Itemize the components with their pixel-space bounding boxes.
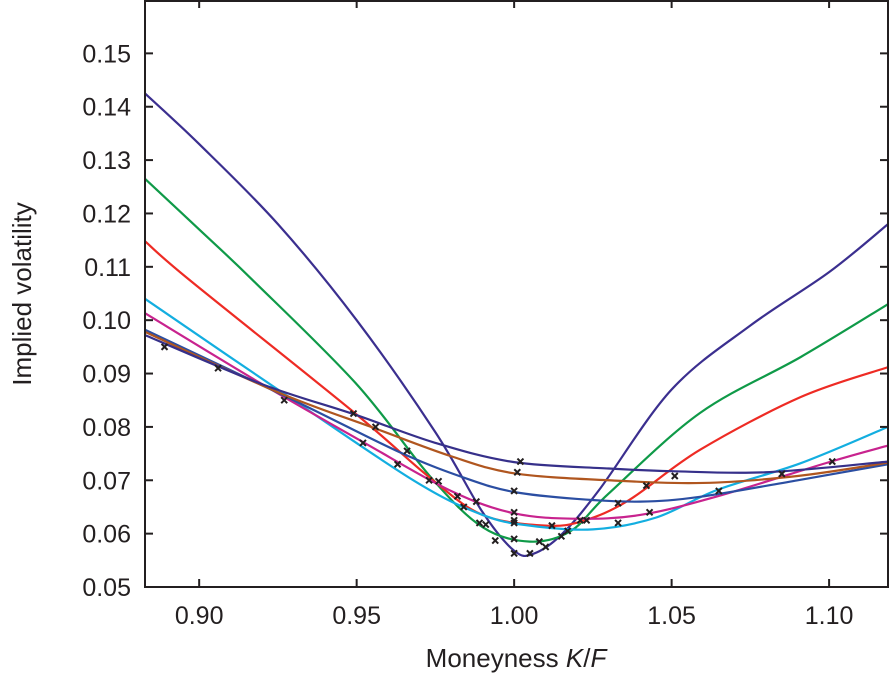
series-line-1 (144, 92, 889, 558)
data-point-marker (582, 516, 591, 525)
data-point-marker (526, 549, 534, 558)
data-point-marker (434, 477, 443, 486)
data-point-marker (482, 520, 490, 529)
data-point-marker (642, 481, 651, 490)
x-tick-label: 0.90 (175, 602, 224, 630)
y-tick-label: 0.07 (82, 467, 131, 495)
x-tick-label: 1.00 (490, 602, 539, 630)
data-point-marker (403, 447, 411, 455)
data-point-marker (563, 527, 572, 535)
data-point-marker (614, 519, 622, 527)
data-point-marker (516, 457, 525, 466)
series-line-2 (144, 177, 889, 543)
data-point-marker (715, 487, 723, 495)
data-point-marker (425, 476, 433, 484)
y-tick-label: 0.15 (82, 40, 131, 68)
y-tick-label: 0.08 (82, 414, 131, 442)
data-point-marker (645, 508, 654, 516)
data-point-marker (393, 460, 402, 468)
y-tick-label: 0.06 (82, 521, 131, 549)
y-tick-label: 0.09 (82, 361, 131, 389)
data-point-marker (510, 549, 518, 558)
series-line-7 (144, 330, 889, 485)
data-point-marker (557, 532, 566, 541)
plot-frame (144, 0, 889, 588)
data-point-marker (510, 516, 518, 525)
axes-group (144, 0, 889, 588)
data-point-marker (510, 508, 518, 516)
y-tick-label: 0.14 (82, 94, 131, 122)
y-tick-label: 0.13 (82, 147, 131, 175)
y-tick-label: 0.12 (82, 200, 131, 228)
data-point-marker (453, 492, 462, 500)
markers-group (160, 343, 836, 558)
data-point-marker (280, 396, 288, 404)
x-tick-label: 1.10 (805, 602, 854, 630)
data-point-marker (460, 503, 468, 511)
data-point-marker (671, 472, 679, 480)
data-point-marker (548, 521, 556, 530)
data-point-marker (614, 499, 622, 507)
data-point-marker (491, 536, 499, 545)
x-tick-label: 0.95 (332, 602, 381, 630)
y-tick-label: 0.10 (82, 307, 131, 335)
series-line-8 (144, 334, 889, 474)
y-tick-label: 0.05 (82, 574, 131, 602)
series-line-6 (144, 328, 889, 503)
data-point-marker (535, 537, 544, 546)
data-point-marker (214, 364, 222, 372)
data-point-marker (828, 457, 836, 466)
data-point-marker (576, 516, 584, 525)
x-tick-label: 1.05 (647, 602, 696, 630)
data-point-marker (160, 343, 169, 351)
data-point-marker (472, 497, 481, 506)
data-point-marker (359, 439, 367, 447)
y-axis-label: Implied volatility (7, 202, 37, 386)
y-tick-label: 0.11 (84, 254, 131, 282)
data-point-marker (510, 535, 518, 543)
x-axis-label: Moneyness K/F (426, 643, 609, 673)
series-line-5 (144, 312, 889, 520)
tick-labels-group: 0.90 0.95 1.00 1.05 1.10 0.05 0.06 0.07 0.08 0.09… (82, 40, 853, 630)
data-point-marker (778, 470, 786, 478)
data-point-marker (513, 468, 521, 476)
data-point-marker (475, 519, 484, 527)
series-line-3 (144, 240, 889, 527)
data-point-marker (541, 543, 550, 551)
data-point-marker (349, 409, 358, 418)
data-point-marker (371, 423, 380, 431)
curves-group (144, 92, 889, 558)
data-point-marker (510, 487, 518, 495)
